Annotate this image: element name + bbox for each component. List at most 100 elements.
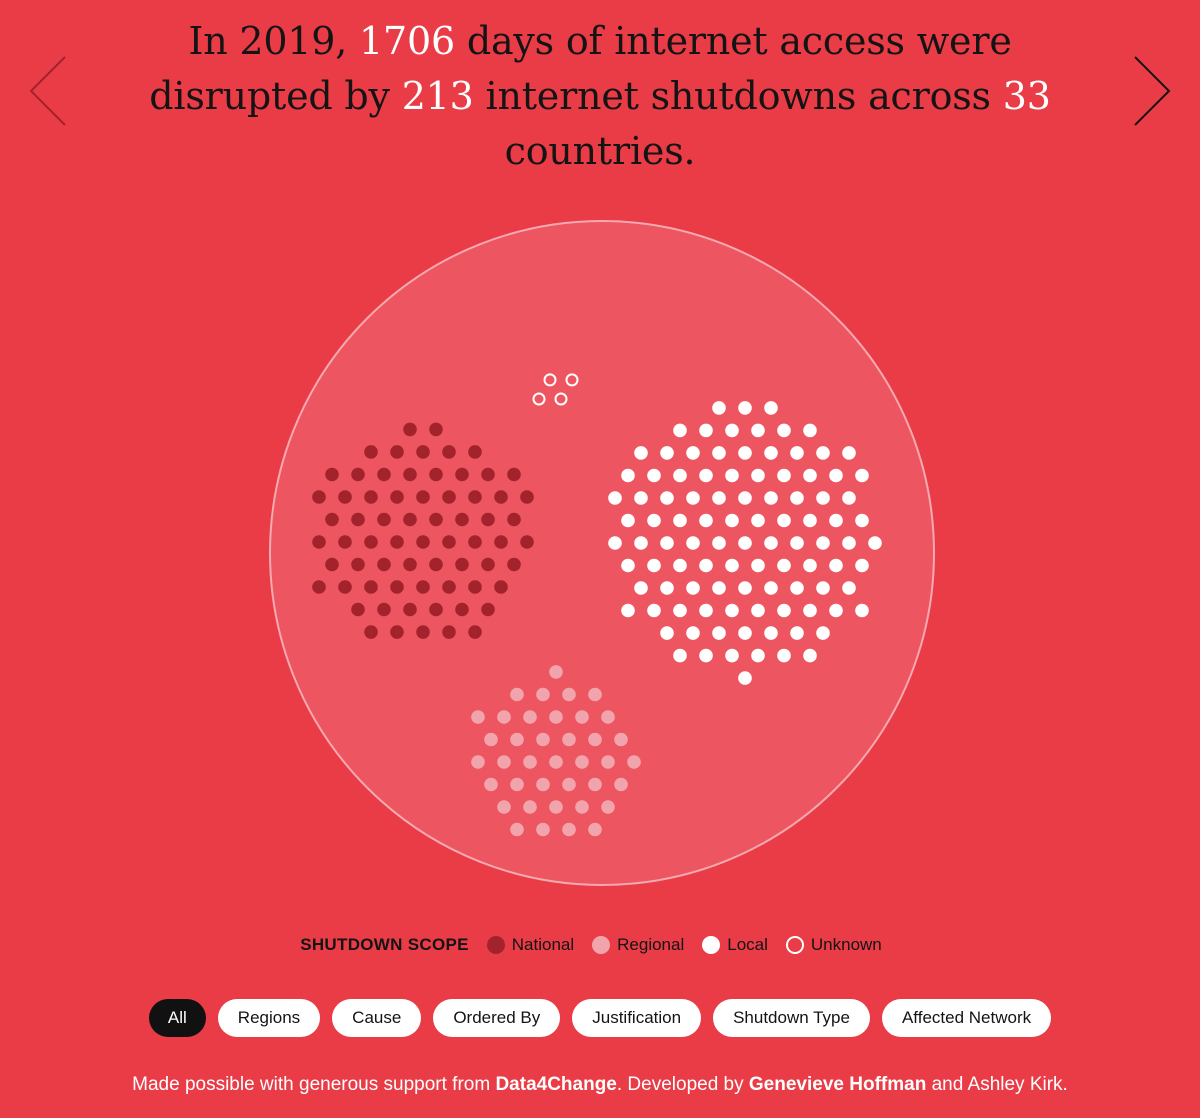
shutdown-dot-local[interactable] xyxy=(634,446,648,460)
shutdown-dot-national[interactable] xyxy=(364,445,378,459)
shutdown-dot-local[interactable] xyxy=(699,603,713,618)
shutdown-dot-national[interactable] xyxy=(390,625,404,639)
shutdown-dot-national[interactable] xyxy=(351,512,365,527)
shutdown-dot-national[interactable] xyxy=(442,490,456,504)
shutdown-dot-national[interactable] xyxy=(442,535,456,549)
filter-affected-network-button[interactable]: Affected Network xyxy=(881,999,1052,1037)
shutdown-dot-regional[interactable] xyxy=(588,732,602,747)
shutdown-dot-national[interactable] xyxy=(403,422,417,437)
shutdown-dot-national[interactable] xyxy=(429,512,443,527)
shutdown-dot-national[interactable] xyxy=(455,557,469,572)
shutdown-dot-local[interactable] xyxy=(816,536,830,550)
shutdown-dot-local[interactable] xyxy=(764,581,778,595)
shutdown-dot-local[interactable] xyxy=(725,513,739,528)
shutdown-dot-national[interactable] xyxy=(520,490,534,504)
shutdown-dot-local[interactable] xyxy=(855,513,869,528)
shutdown-dot-local[interactable] xyxy=(738,401,752,415)
shutdown-dot-regional[interactable] xyxy=(497,755,511,769)
shutdown-dot-local[interactable] xyxy=(855,468,869,483)
shutdown-dot-national[interactable] xyxy=(312,535,326,549)
shutdown-dot-national[interactable] xyxy=(455,602,469,617)
shutdown-dot-local[interactable] xyxy=(855,603,869,618)
shutdown-dot-local[interactable] xyxy=(751,558,765,573)
shutdown-dot-local[interactable] xyxy=(738,536,752,550)
shutdown-dot-national[interactable] xyxy=(494,535,508,549)
shutdown-dot-local[interactable] xyxy=(777,423,791,438)
shutdown-dot-local[interactable] xyxy=(699,423,713,438)
shutdown-dot-national[interactable] xyxy=(429,557,443,572)
previous-slide-button[interactable] xyxy=(28,55,68,127)
shutdown-dot-national[interactable] xyxy=(325,512,339,527)
shutdown-dot-national[interactable] xyxy=(520,535,534,549)
shutdown-dot-national[interactable] xyxy=(468,490,482,504)
shutdown-dot-national[interactable] xyxy=(416,535,430,549)
shutdown-dot-local[interactable] xyxy=(712,446,726,460)
shutdown-dot-local[interactable] xyxy=(738,671,752,685)
shutdown-dot-local[interactable] xyxy=(868,536,882,550)
shutdown-dot-local[interactable] xyxy=(777,468,791,483)
shutdown-dot-regional[interactable] xyxy=(549,665,563,679)
shutdown-dot-national[interactable] xyxy=(481,512,495,527)
shutdown-dot-national[interactable] xyxy=(364,490,378,504)
shutdown-dot-regional[interactable] xyxy=(484,732,498,747)
shutdown-dot-local[interactable] xyxy=(712,401,726,415)
shutdown-dot-unknown[interactable] xyxy=(554,392,568,406)
shutdown-dot-local[interactable] xyxy=(764,626,778,640)
shutdown-dot-local[interactable] xyxy=(803,603,817,618)
shutdown-dot-local[interactable] xyxy=(829,558,843,573)
shutdown-dot-national[interactable] xyxy=(377,602,391,617)
shutdown-dot-local[interactable] xyxy=(647,603,661,618)
shutdown-dot-local[interactable] xyxy=(829,513,843,528)
shutdown-dot-local[interactable] xyxy=(738,581,752,595)
shutdown-dot-local[interactable] xyxy=(842,536,856,550)
shutdown-dot-national[interactable] xyxy=(351,467,365,482)
shutdown-dot-local[interactable] xyxy=(725,558,739,573)
shutdown-dot-local[interactable] xyxy=(647,558,661,573)
shutdown-dot-local[interactable] xyxy=(803,468,817,483)
shutdown-dot-local[interactable] xyxy=(816,491,830,505)
shutdown-dot-local[interactable] xyxy=(686,626,700,640)
shutdown-dot-regional[interactable] xyxy=(549,755,563,769)
shutdown-dot-regional[interactable] xyxy=(536,822,550,837)
shutdown-dot-national[interactable] xyxy=(494,580,508,594)
shutdown-dot-local[interactable] xyxy=(777,603,791,618)
shutdown-dot-local[interactable] xyxy=(816,581,830,595)
shutdown-dot-local[interactable] xyxy=(790,536,804,550)
shutdown-dot-local[interactable] xyxy=(686,491,700,505)
shutdown-dot-local[interactable] xyxy=(816,626,830,640)
shutdown-dot-local[interactable] xyxy=(790,626,804,640)
shutdown-dot-regional[interactable] xyxy=(549,800,563,814)
shutdown-dot-national[interactable] xyxy=(416,445,430,459)
shutdown-dot-local[interactable] xyxy=(803,423,817,438)
shutdown-dot-unknown[interactable] xyxy=(532,392,546,406)
shutdown-dot-local[interactable] xyxy=(673,603,687,618)
shutdown-dot-national[interactable] xyxy=(403,512,417,527)
shutdown-dot-local[interactable] xyxy=(790,491,804,505)
shutdown-dot-national[interactable] xyxy=(481,467,495,482)
shutdown-dot-local[interactable] xyxy=(738,626,752,640)
shutdown-dot-regional[interactable] xyxy=(536,732,550,747)
shutdown-dot-local[interactable] xyxy=(803,513,817,528)
shutdown-dot-regional[interactable] xyxy=(588,777,602,792)
shutdown-dot-local[interactable] xyxy=(816,446,830,460)
shutdown-dot-local[interactable] xyxy=(829,468,843,483)
shutdown-dot-regional[interactable] xyxy=(614,732,628,747)
shutdown-dot-national[interactable] xyxy=(481,602,495,617)
shutdown-dot-national[interactable] xyxy=(481,557,495,572)
shutdown-dot-national[interactable] xyxy=(429,467,443,482)
shutdown-dot-local[interactable] xyxy=(764,446,778,460)
shutdown-dot-national[interactable] xyxy=(429,602,443,617)
shutdown-dot-national[interactable] xyxy=(351,557,365,572)
shutdown-dot-local[interactable] xyxy=(764,491,778,505)
shutdown-dot-national[interactable] xyxy=(390,445,404,459)
shutdown-dot-national[interactable] xyxy=(403,602,417,617)
shutdown-dot-local[interactable] xyxy=(751,648,765,663)
filter-cause-button[interactable]: Cause xyxy=(332,999,422,1037)
shutdown-dot-local[interactable] xyxy=(725,423,739,438)
shutdown-dot-local[interactable] xyxy=(738,491,752,505)
shutdown-dot-national[interactable] xyxy=(325,467,339,482)
shutdown-dot-national[interactable] xyxy=(442,580,456,594)
shutdown-dot-local[interactable] xyxy=(699,648,713,663)
shutdown-dot-local[interactable] xyxy=(686,536,700,550)
shutdown-dot-local[interactable] xyxy=(621,603,635,618)
